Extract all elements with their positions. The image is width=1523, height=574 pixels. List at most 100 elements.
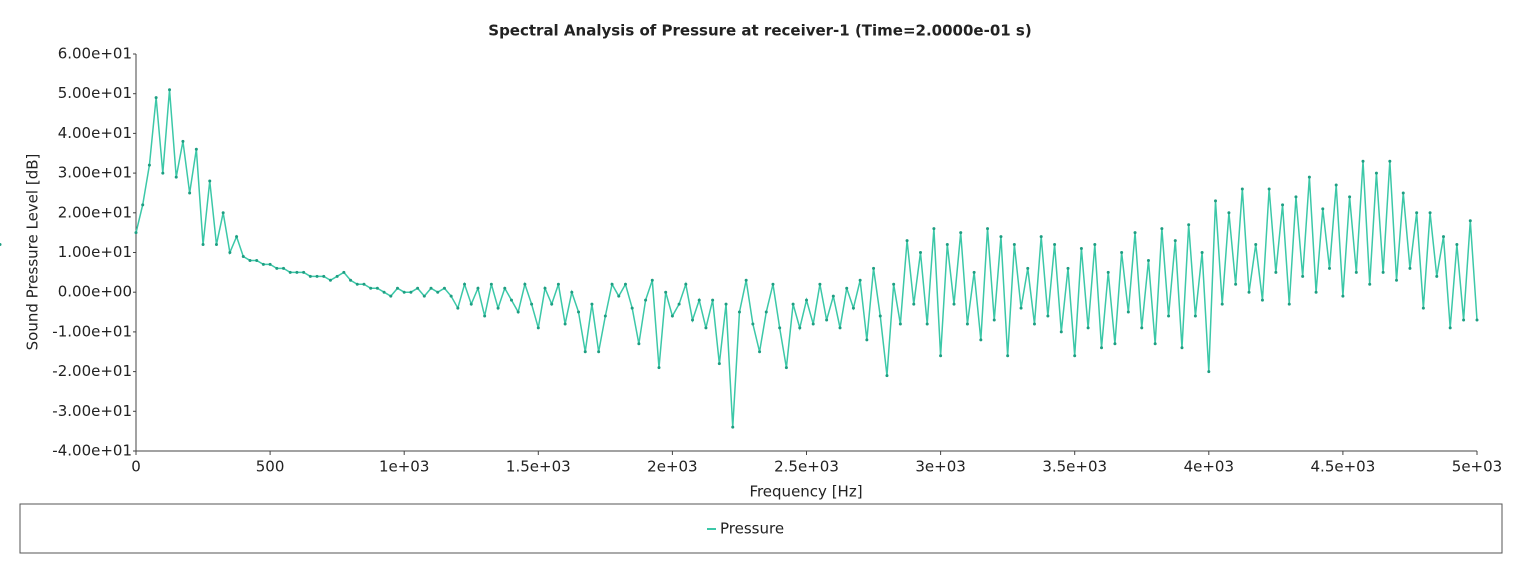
data-point — [583, 350, 587, 354]
data-point — [1240, 187, 1244, 191]
data-point — [362, 282, 366, 286]
y-tick-label: 5.00e+01 — [58, 84, 132, 102]
data-point — [168, 88, 172, 92]
data-point — [1207, 370, 1211, 374]
data-point — [496, 306, 500, 310]
data-point — [818, 282, 822, 286]
data-point — [1368, 282, 1372, 286]
data-point — [141, 203, 145, 207]
data-point — [952, 302, 956, 306]
data-point — [161, 171, 165, 175]
data-point — [1180, 346, 1184, 350]
data-point — [1032, 322, 1036, 326]
data-point — [1173, 239, 1177, 243]
legend-label: Pressure — [720, 520, 784, 538]
data-point — [1227, 211, 1231, 215]
data-point — [308, 274, 312, 278]
data-point — [429, 286, 433, 290]
data-point — [1113, 342, 1117, 346]
data-point — [664, 290, 668, 294]
data-point — [1093, 243, 1097, 247]
data-point — [395, 286, 399, 290]
data-point — [1381, 270, 1385, 274]
data-point — [295, 270, 299, 274]
data-point — [1146, 258, 1150, 262]
data-point — [597, 350, 601, 354]
data-point — [724, 302, 728, 306]
data-point — [784, 366, 788, 370]
y-tick-label: 6.00e+01 — [58, 45, 132, 63]
data-point — [1415, 211, 1419, 215]
data-point — [342, 270, 346, 274]
data-point — [1274, 270, 1278, 274]
data-point — [1012, 243, 1016, 247]
data-point — [1374, 171, 1378, 175]
data-point — [194, 147, 198, 151]
data-point — [892, 282, 896, 286]
data-point — [731, 425, 735, 429]
data-point — [758, 350, 762, 354]
data-point — [623, 282, 627, 286]
data-point — [375, 286, 379, 290]
data-point — [261, 262, 265, 266]
data-point — [154, 96, 158, 100]
y-tick-label: -1.00e+01 — [52, 322, 132, 340]
data-point — [1079, 247, 1083, 251]
data-point — [1059, 330, 1063, 334]
data-point — [530, 302, 534, 306]
data-point — [255, 258, 259, 262]
data-point — [1100, 346, 1104, 350]
data-point — [898, 322, 902, 326]
data-point — [751, 322, 755, 326]
data-point — [282, 266, 286, 270]
data-point — [536, 326, 540, 330]
data-point — [1354, 270, 1358, 274]
data-point — [798, 326, 802, 330]
x-tick-label: 4e+03 — [1184, 458, 1234, 476]
data-point — [691, 318, 695, 322]
data-point — [436, 290, 440, 294]
data-point — [509, 298, 513, 302]
x-tick-label: 5e+03 — [1452, 458, 1502, 476]
x-tick-label: 1.5e+03 — [506, 458, 571, 476]
data-point — [630, 306, 634, 310]
data-point — [637, 342, 641, 346]
data-point — [959, 231, 963, 235]
data-point — [335, 274, 339, 278]
data-point — [1019, 306, 1023, 310]
x-tick-label: 3e+03 — [915, 458, 965, 476]
data-point — [858, 278, 862, 282]
data-point — [556, 282, 560, 286]
data-point — [0, 243, 2, 247]
data-point — [288, 270, 292, 274]
data-point — [1321, 207, 1325, 211]
data-point — [1126, 310, 1130, 314]
data-point — [697, 298, 701, 302]
data-point — [778, 326, 782, 330]
data-point — [235, 235, 239, 239]
data-point — [147, 163, 151, 167]
data-point — [1435, 274, 1439, 278]
data-point — [939, 354, 943, 358]
data-point — [181, 139, 185, 143]
data-point — [302, 270, 306, 274]
data-point — [275, 266, 279, 270]
data-point — [590, 302, 594, 306]
data-point — [463, 282, 467, 286]
data-point — [1220, 302, 1224, 306]
data-point — [1395, 278, 1399, 282]
data-point — [409, 290, 413, 294]
x-tick-label: 2.5e+03 — [774, 458, 839, 476]
data-point — [1187, 223, 1191, 227]
data-point — [1294, 195, 1298, 199]
data-point — [1160, 227, 1164, 231]
x-tick-label: 500 — [256, 458, 285, 476]
data-point — [1254, 243, 1258, 247]
data-point — [1301, 274, 1305, 278]
data-point — [268, 262, 272, 266]
data-line — [135, 89, 1478, 428]
data-point — [1327, 266, 1331, 270]
data-point — [1462, 318, 1466, 322]
data-point — [1106, 270, 1110, 274]
data-point — [905, 239, 909, 243]
